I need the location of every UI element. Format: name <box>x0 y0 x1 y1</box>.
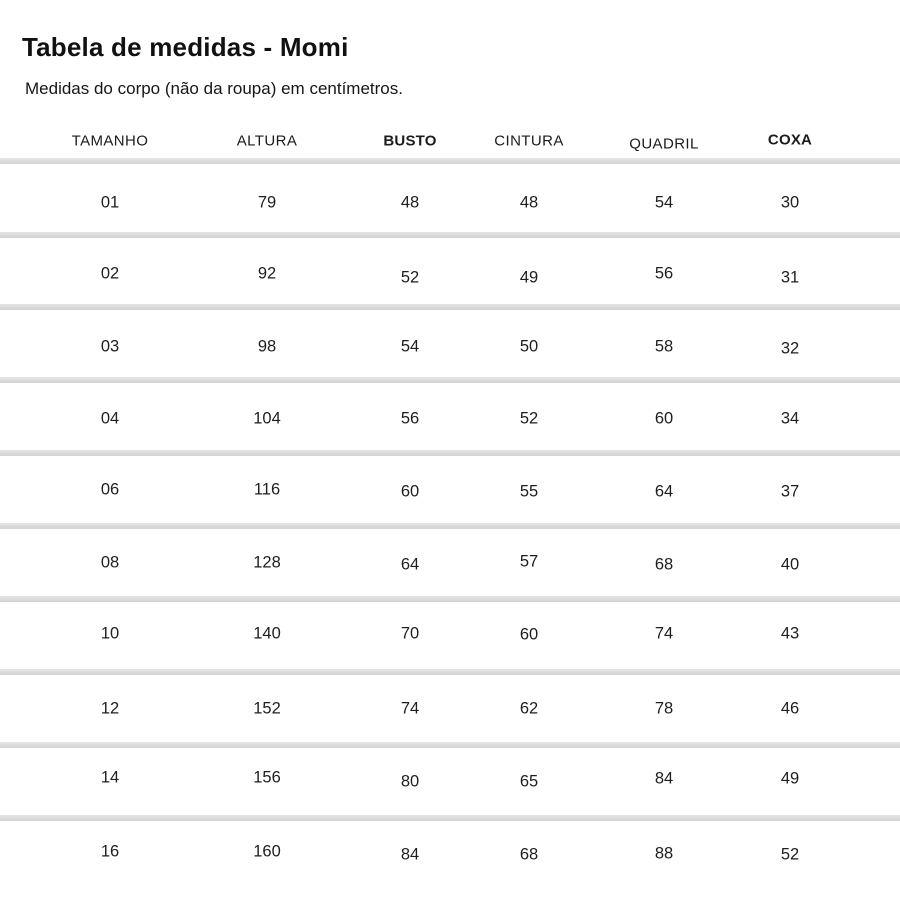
table-cell: 37 <box>780 482 800 501</box>
table-cell: 160 <box>253 842 281 861</box>
table-cell: 116 <box>253 480 281 499</box>
table-cell: 55 <box>519 482 539 501</box>
row-divider <box>0 596 900 602</box>
table-cell: 60 <box>654 409 674 428</box>
header-cell-altura: ALTURA <box>236 132 298 150</box>
table-cell: 56 <box>654 264 674 283</box>
table-cell: 48 <box>519 193 539 212</box>
table-cell: 06 <box>100 480 120 499</box>
row-divider <box>0 669 900 675</box>
table-cell: 46 <box>780 699 800 718</box>
table-cell: 79 <box>257 193 277 212</box>
page-subtitle: Medidas do corpo (não da roupa) em centí… <box>25 79 403 98</box>
table-cell: 54 <box>654 193 674 212</box>
row-divider <box>0 742 900 748</box>
table-cell: 49 <box>519 268 539 287</box>
page-title: Tabela de medidas - Momi <box>22 32 349 62</box>
table-cell: 70 <box>400 624 420 643</box>
row-divider <box>0 450 900 456</box>
table-cell: 52 <box>780 845 800 864</box>
table-cell: 62 <box>519 699 539 718</box>
table-cell: 84 <box>654 769 674 788</box>
header-cell-coxa: COXA <box>767 131 813 149</box>
table-cell: 140 <box>253 624 281 643</box>
table-cell: 84 <box>400 845 420 864</box>
table-cell: 74 <box>654 624 674 643</box>
row-divider <box>0 232 900 238</box>
table-cell: 74 <box>400 699 420 718</box>
table-cell: 52 <box>519 409 539 428</box>
table-cell: 31 <box>780 268 800 287</box>
table-cell: 04 <box>100 409 120 428</box>
table-cell: 43 <box>780 624 800 643</box>
table-cell: 68 <box>519 845 539 864</box>
table-cell: 01 <box>100 193 120 212</box>
row-divider <box>0 304 900 310</box>
table-cell: 54 <box>400 337 420 356</box>
table-cell: 60 <box>519 625 539 644</box>
row-divider <box>0 523 900 529</box>
table-cell: 03 <box>100 337 120 356</box>
table-cell: 88 <box>654 844 674 863</box>
table-cell: 56 <box>400 409 420 428</box>
table-cell: 68 <box>654 555 674 574</box>
table-cell: 32 <box>780 339 800 358</box>
row-divider <box>0 815 900 821</box>
table-cell: 16 <box>100 842 120 861</box>
table-cell: 02 <box>100 264 120 283</box>
table-cell: 52 <box>400 268 420 287</box>
row-divider <box>0 158 900 164</box>
table-cell: 156 <box>253 768 281 787</box>
table-cell: 49 <box>780 769 800 788</box>
table-cell: 30 <box>780 193 800 212</box>
table-cell: 65 <box>519 772 539 791</box>
table-cell: 128 <box>253 553 281 572</box>
table-cell: 10 <box>100 624 120 643</box>
table-cell: 92 <box>257 264 277 283</box>
table-cell: 58 <box>654 337 674 356</box>
table-cell: 14 <box>100 768 120 787</box>
header-cell-cintura: CINTURA <box>494 132 564 150</box>
table-cell: 98 <box>257 337 277 356</box>
table-cell: 48 <box>400 193 420 212</box>
table-cell: 60 <box>400 482 420 501</box>
header-cell-tamanho: TAMANHO <box>71 132 149 150</box>
table-cell: 40 <box>780 555 800 574</box>
table-cell: 78 <box>654 699 674 718</box>
table-cell: 104 <box>253 409 281 428</box>
table-cell: 80 <box>400 772 420 791</box>
table-cell: 64 <box>400 555 420 574</box>
row-divider <box>0 377 900 383</box>
header-cell-quadril: QUADRIL <box>629 135 699 153</box>
table-cell: 12 <box>100 699 120 718</box>
table-cell: 64 <box>654 482 674 501</box>
table-cell: 57 <box>519 552 539 571</box>
header-cell-busto: BUSTO <box>383 132 437 150</box>
table-cell: 50 <box>519 337 539 356</box>
table-cell: 34 <box>780 409 800 428</box>
table-cell: 08 <box>100 553 120 572</box>
table-cell: 152 <box>253 699 281 718</box>
